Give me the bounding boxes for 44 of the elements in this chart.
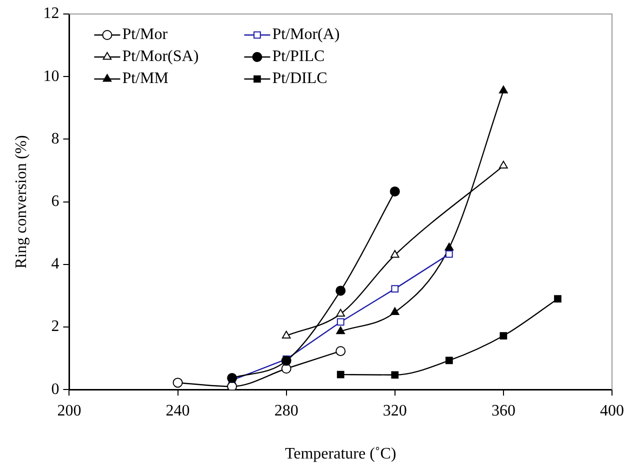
point bbox=[500, 332, 508, 340]
y-tick-label: 0 bbox=[51, 380, 60, 398]
point bbox=[390, 186, 400, 196]
x-tick-label: 240 bbox=[166, 402, 190, 420]
y-tick-label: 8 bbox=[51, 130, 60, 148]
point bbox=[281, 356, 292, 366]
y-tick-label: 6 bbox=[51, 193, 60, 210]
legend-label: Pt/PILC bbox=[272, 48, 325, 66]
legend-label: Pt/DILC bbox=[272, 70, 328, 88]
point bbox=[172, 378, 183, 388]
point bbox=[390, 307, 400, 316]
point bbox=[227, 381, 238, 390]
x-axis-title: Temperature (˚C) bbox=[284, 446, 396, 463]
point bbox=[499, 86, 508, 94]
point bbox=[554, 295, 562, 303]
x-tick-label: 400 bbox=[600, 402, 624, 420]
legend-label: Pt/Mor(SA) bbox=[122, 48, 199, 66]
point bbox=[499, 160, 508, 169]
y-tick-label: 2 bbox=[51, 318, 60, 336]
y-tick-label: 4 bbox=[51, 256, 60, 273]
point bbox=[336, 318, 344, 326]
x-tick-label: 280 bbox=[274, 402, 298, 420]
x-tick-label: 360 bbox=[491, 402, 516, 420]
legend-label: Pt/Mor(A) bbox=[272, 26, 340, 44]
point bbox=[391, 371, 399, 379]
point bbox=[444, 242, 454, 251]
point bbox=[227, 373, 238, 384]
point bbox=[282, 330, 291, 339]
point bbox=[336, 308, 345, 317]
x-tick-label: 200 bbox=[57, 402, 82, 420]
point bbox=[336, 370, 344, 378]
point bbox=[336, 346, 346, 356]
y-tick-label: 12 bbox=[43, 5, 60, 22]
x-tick-label: 320 bbox=[382, 402, 407, 420]
point bbox=[391, 285, 399, 292]
point bbox=[336, 326, 345, 334]
legend-label: Pt/Mor bbox=[122, 26, 168, 44]
y-tick-label: 10 bbox=[43, 68, 60, 85]
y-axis-title: Ring conversion (%) bbox=[12, 135, 30, 268]
point bbox=[445, 356, 453, 364]
legend-label: Pt/MM bbox=[122, 70, 168, 88]
point bbox=[390, 250, 400, 258]
point bbox=[336, 286, 346, 296]
point bbox=[445, 250, 453, 258]
